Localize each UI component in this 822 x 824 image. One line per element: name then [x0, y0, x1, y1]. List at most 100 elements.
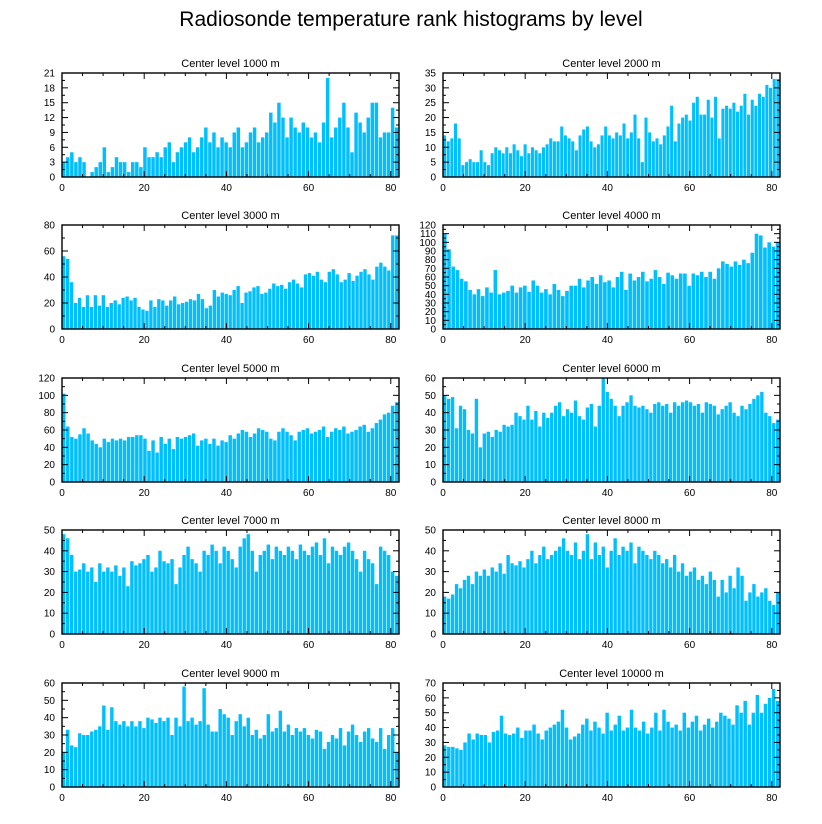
histogram-bar [752, 398, 756, 482]
histogram-bar [708, 271, 712, 329]
histogram-bar [338, 554, 343, 634]
histogram-bar [110, 438, 115, 482]
histogram-bar [242, 538, 246, 634]
histogram-bar [224, 142, 228, 177]
histogram-bar [754, 105, 758, 177]
histogram-bar [467, 733, 471, 787]
histogram-bar [621, 546, 625, 634]
histogram-bar [708, 404, 712, 482]
histogram-bar [273, 122, 277, 177]
histogram-bar [154, 567, 158, 634]
histogram-bar [695, 96, 699, 177]
histogram-bar [289, 435, 293, 482]
histogram-bar [712, 405, 716, 482]
histogram-bar [289, 117, 293, 177]
histogram-bar [236, 433, 241, 482]
histogram-bar [706, 718, 711, 787]
histogram-bar [94, 729, 98, 787]
x-tick-label: 20 [520, 335, 532, 346]
histogram-bar [131, 436, 135, 482]
histogram-bar [268, 288, 272, 329]
histogram-bar [159, 157, 163, 177]
histogram-bar [165, 305, 169, 329]
histogram-bar [370, 102, 375, 177]
histogram-bar [262, 735, 267, 787]
x-tick-label: 0 [59, 488, 65, 499]
histogram-bar [293, 127, 297, 177]
histogram-bar [736, 111, 740, 177]
histogram-bar [712, 579, 716, 634]
histogram-bar [625, 402, 629, 482]
histogram-bar [86, 571, 90, 634]
x-tick-label: 60 [684, 640, 696, 651]
histogram-bar [122, 162, 127, 177]
histogram-bar [290, 550, 295, 634]
y-tick-label: 30 [425, 299, 437, 310]
y-tick-label: 15 [44, 98, 56, 109]
histogram-bar [313, 132, 318, 177]
histogram-bar [183, 142, 188, 177]
y-tick-label: 20 [44, 299, 56, 310]
y-tick-label: 40 [44, 273, 56, 284]
histogram-bar [541, 147, 545, 177]
histogram-bar [354, 559, 359, 634]
histogram-bar [605, 391, 609, 482]
histogram-bar [242, 726, 246, 787]
histogram-bar [346, 731, 351, 787]
histogram-bar [350, 550, 355, 634]
histogram-bar [375, 266, 379, 329]
histogram-bar [518, 287, 523, 329]
y-tick-label: 20 [44, 748, 56, 759]
histogram-bar [276, 286, 280, 329]
histogram-bar [645, 281, 649, 329]
histogram-bar [139, 435, 143, 482]
histogram-bar [194, 724, 198, 787]
y-tick-label: 20 [425, 113, 437, 124]
histogram-bar [560, 296, 565, 329]
histogram-bar [618, 135, 622, 177]
y-tick-label: 20 [425, 753, 437, 764]
y-tick-label: 0 [49, 630, 55, 641]
histogram-bar [339, 282, 343, 329]
x-tick-label: 0 [440, 640, 446, 651]
histogram-bar [182, 554, 186, 634]
histogram-bar [319, 279, 324, 329]
histogram-bar [342, 546, 347, 634]
histogram-bar [549, 138, 553, 177]
histogram-bar [382, 132, 387, 177]
histogram-bar [187, 137, 192, 177]
histogram-bar [544, 730, 548, 787]
histogram-bar [62, 256, 66, 329]
histogram-bar [665, 559, 669, 634]
histogram-bar [386, 554, 391, 634]
histogram-bar [362, 132, 366, 177]
histogram-bar [394, 402, 399, 482]
histogram-bar [672, 402, 677, 482]
histogram-bar [382, 748, 387, 787]
histogram-bar [113, 300, 117, 329]
histogram-bar [206, 724, 210, 787]
histogram-bar [321, 122, 326, 177]
histogram-bar [743, 700, 747, 787]
histogram-bar [258, 738, 262, 787]
histogram-bar [629, 709, 634, 787]
histogram-bar [716, 414, 720, 482]
histogram-bar [216, 296, 220, 329]
histogram-bar [366, 559, 371, 634]
histogram-bar [538, 153, 542, 177]
histogram-bar [637, 730, 642, 787]
histogram-bar [157, 299, 161, 329]
histogram-bar [680, 563, 685, 634]
histogram-bar [70, 436, 74, 482]
histogram-bar [601, 733, 605, 787]
histogram-bar [191, 433, 196, 482]
histogram-bar [750, 99, 754, 177]
histogram-bar [455, 748, 459, 787]
histogram-bar [224, 293, 228, 329]
x-tick-label: 60 [303, 488, 315, 499]
y-tick-label: 15 [425, 128, 437, 139]
x-tick-label: 40 [221, 640, 233, 651]
y-tick-label: 100 [419, 238, 436, 249]
histogram-bar [188, 299, 193, 329]
histogram-bar [355, 275, 359, 329]
